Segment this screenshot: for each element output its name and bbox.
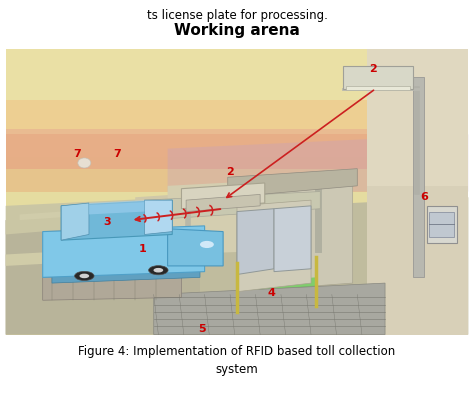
Polygon shape [6, 129, 468, 169]
Polygon shape [429, 212, 455, 237]
Polygon shape [182, 183, 265, 209]
Polygon shape [413, 77, 424, 277]
Polygon shape [154, 283, 385, 335]
Ellipse shape [200, 241, 214, 248]
Polygon shape [61, 203, 89, 240]
Text: 1: 1 [138, 244, 146, 254]
Polygon shape [366, 49, 468, 186]
Polygon shape [145, 192, 320, 220]
Polygon shape [168, 134, 468, 192]
Polygon shape [61, 200, 172, 240]
Polygon shape [43, 226, 205, 277]
Ellipse shape [149, 266, 168, 275]
Text: Working arena: Working arena [174, 23, 300, 37]
Text: 4: 4 [268, 288, 276, 298]
Polygon shape [6, 134, 468, 192]
Polygon shape [346, 86, 410, 90]
Polygon shape [6, 100, 468, 169]
Polygon shape [366, 49, 468, 335]
Polygon shape [6, 197, 182, 234]
Polygon shape [427, 206, 457, 243]
Text: 7: 7 [73, 150, 81, 159]
Polygon shape [237, 277, 316, 312]
Text: 6: 6 [420, 192, 428, 202]
Text: Figure 4: Implementation of RFID based toll collection
system: Figure 4: Implementation of RFID based t… [78, 344, 396, 375]
Ellipse shape [154, 268, 163, 272]
Ellipse shape [78, 158, 91, 168]
Polygon shape [19, 206, 145, 220]
Polygon shape [343, 66, 413, 89]
Text: 7: 7 [113, 150, 120, 159]
Text: 3: 3 [104, 217, 111, 227]
Text: 2: 2 [370, 63, 377, 74]
Polygon shape [168, 177, 329, 255]
Text: 5: 5 [199, 324, 206, 334]
Polygon shape [168, 229, 223, 266]
Polygon shape [145, 200, 172, 234]
Polygon shape [186, 194, 260, 212]
Polygon shape [237, 177, 353, 292]
Text: ts license plate for processing.: ts license plate for processing. [146, 9, 328, 22]
Polygon shape [237, 209, 274, 274]
Text: 2: 2 [226, 166, 234, 176]
Polygon shape [6, 49, 468, 157]
Ellipse shape [74, 272, 94, 281]
Polygon shape [6, 243, 214, 266]
Ellipse shape [80, 274, 89, 278]
Polygon shape [43, 272, 182, 300]
Polygon shape [89, 200, 145, 214]
Polygon shape [6, 206, 200, 335]
Polygon shape [6, 197, 468, 335]
Polygon shape [6, 49, 468, 335]
Polygon shape [52, 260, 200, 283]
Polygon shape [274, 206, 311, 272]
Polygon shape [135, 186, 306, 220]
Polygon shape [237, 200, 311, 292]
Polygon shape [228, 169, 357, 197]
